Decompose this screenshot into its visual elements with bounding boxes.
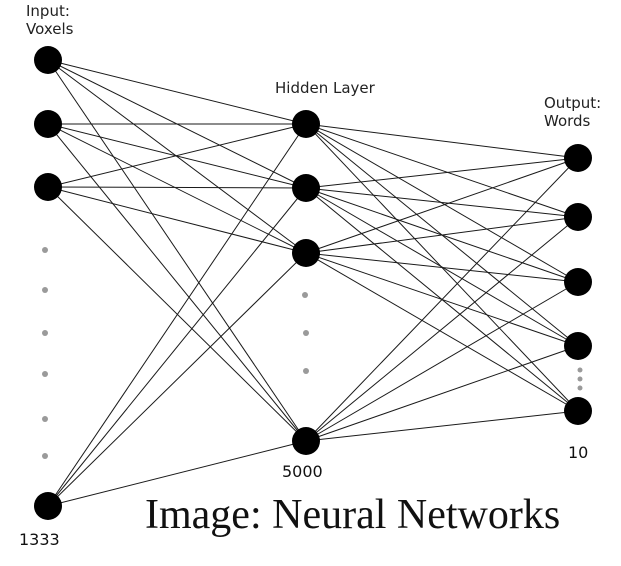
output-node-3 — [564, 268, 592, 296]
edge-input-node-2-to-hidden-node-last — [47, 123, 307, 442]
ellipsis-dot — [577, 376, 583, 382]
edge-hidden-node-2-to-output-node-1 — [305, 157, 579, 189]
hidden-layer — [292, 110, 320, 455]
edge-input-node-last-to-hidden-node-2 — [47, 187, 307, 507]
edge-input-node-1-to-hidden-node-1 — [47, 59, 307, 125]
hidden-ellipsis — [302, 292, 309, 374]
edge-input-node-2-to-hidden-node-3 — [47, 123, 307, 254]
edge-input-node-last-to-hidden-node-3 — [47, 252, 307, 507]
ellipsis-dot — [577, 367, 583, 373]
output-label-line2: Words — [544, 112, 591, 130]
ellipsis-dot — [42, 371, 48, 377]
edge-input-node-3-to-hidden-node-3 — [47, 186, 307, 254]
hidden-node-2 — [292, 174, 320, 202]
ellipsis-dot — [302, 292, 308, 298]
output-node-last — [564, 397, 592, 425]
edge-input-node-3-to-hidden-node-last — [47, 186, 307, 442]
edge-hidden-node-3-to-output-node-2 — [305, 216, 579, 254]
hidden-layer-label: Hidden Layer — [275, 79, 376, 97]
hidden-node-1 — [292, 110, 320, 138]
output-node-4 — [564, 332, 592, 360]
ellipsis-dot — [577, 385, 583, 391]
edge-hidden-node-3-to-output-node-last — [305, 252, 579, 412]
input-label-line2: Voxels — [26, 20, 74, 38]
edge-input-node-3-to-hidden-node-1 — [47, 123, 307, 188]
edge-input-node-last-to-hidden-node-1 — [47, 123, 307, 507]
output-node-2 — [564, 203, 592, 231]
edge-hidden-node-last-to-output-node-4 — [305, 345, 579, 442]
edge-hidden-node-last-to-output-node-last — [305, 410, 579, 442]
edge-hidden-node-1-to-output-node-1 — [305, 123, 579, 159]
ellipsis-dot — [42, 247, 48, 253]
input-node-1 — [34, 46, 62, 74]
ellipsis-dot — [42, 453, 48, 459]
edge-hidden-node-last-to-output-node-1 — [305, 157, 579, 442]
edge-hidden-node-last-to-output-node-3 — [305, 281, 579, 442]
edge-hidden-node-1-to-output-node-2 — [305, 123, 579, 218]
edge-hidden-node-3-to-output-node-3 — [305, 252, 579, 283]
edge-hidden-node-2-to-output-node-2 — [305, 187, 579, 218]
edge-input-node-1-to-hidden-node-last — [47, 59, 307, 442]
ellipsis-dot — [42, 330, 48, 336]
output-count-label: 10 — [568, 443, 588, 462]
edge-hidden-node-last-to-output-node-2 — [305, 216, 579, 442]
input-ellipsis — [42, 247, 48, 459]
input-count-label: 1333 — [19, 530, 60, 549]
ellipsis-dot — [42, 287, 48, 293]
output-node-1 — [564, 144, 592, 172]
ellipsis-dot — [303, 368, 309, 374]
connections — [47, 59, 579, 507]
output-layer — [564, 144, 592, 425]
edge-hidden-node-3-to-output-node-1 — [305, 157, 579, 254]
hidden-node-last — [292, 427, 320, 455]
input-node-2 — [34, 110, 62, 138]
edge-input-node-3-to-hidden-node-2 — [47, 186, 307, 189]
input-layer — [34, 46, 62, 520]
input-label-line1: Input: — [26, 2, 70, 20]
input-node-3 — [34, 173, 62, 201]
output-label-line1: Output: — [544, 94, 601, 112]
caption: Image: Neural Networks — [145, 492, 560, 538]
hidden-count-label: 5000 — [282, 462, 323, 481]
hidden-node-3 — [292, 239, 320, 267]
ellipsis-dot — [42, 416, 48, 422]
input-node-last — [34, 492, 62, 520]
edge-input-node-last-to-hidden-node-last — [47, 440, 307, 507]
output-ellipsis — [577, 367, 583, 391]
ellipsis-dot — [303, 330, 309, 336]
